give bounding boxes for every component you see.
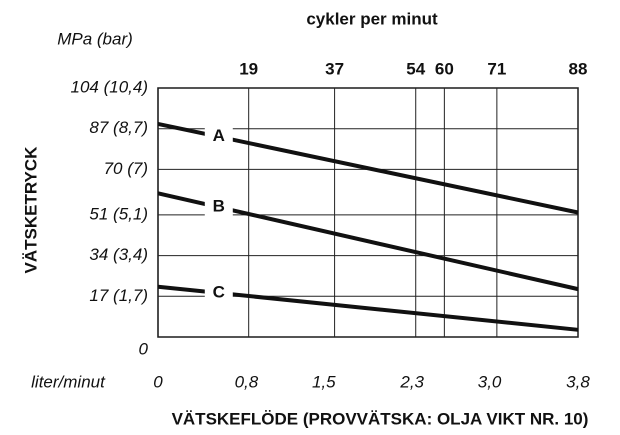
x-tick-label: 0,8 (235, 372, 259, 391)
x2-tick-label: 54 (406, 59, 425, 78)
x-tick-label: 3,0 (478, 372, 502, 391)
x-tick-label: 2,3 (399, 372, 424, 391)
y-tick-label: 87 (8,7) (89, 118, 148, 137)
y-tick-label: 17 (1,7) (89, 286, 148, 305)
x-tick-label: 3,8 (566, 372, 590, 391)
x-tick-label: 0 (153, 372, 163, 391)
x2-tick-label: 88 (569, 59, 588, 78)
x2-axis-title: cykler per minut (306, 9, 438, 28)
y-axis-title: VÄTSKETRYCK (21, 146, 40, 274)
label-bg (204, 124, 233, 149)
x2-tick-label: 71 (487, 59, 506, 78)
y-axis-unit: MPa (bar) (57, 29, 133, 48)
y-tick-label: 0 (139, 339, 149, 358)
series-label: A (213, 126, 225, 145)
x-axis-title: VÄTSKEFLÖDE (PROVVÄTSKA: OLJA VIKT NR. 1… (172, 409, 589, 428)
y-tick-label: 70 (7) (104, 159, 148, 178)
label-bg (204, 195, 233, 220)
y-tick-label: 34 (3,4) (89, 245, 148, 264)
y-tick-label: 104 (10,4) (71, 77, 149, 96)
x2-tick-label: 60 (435, 59, 454, 78)
y-tick-label: 51 (5,1) (89, 204, 148, 223)
x2-tick-label: 37 (325, 59, 344, 78)
series-label: C (213, 282, 225, 301)
x-tick-label: 1,5 (312, 372, 336, 391)
x2-tick-label: 19 (239, 59, 258, 78)
x-axis-unit: liter/minut (31, 372, 106, 391)
series-label: B (213, 197, 225, 216)
label-bg (204, 280, 233, 305)
